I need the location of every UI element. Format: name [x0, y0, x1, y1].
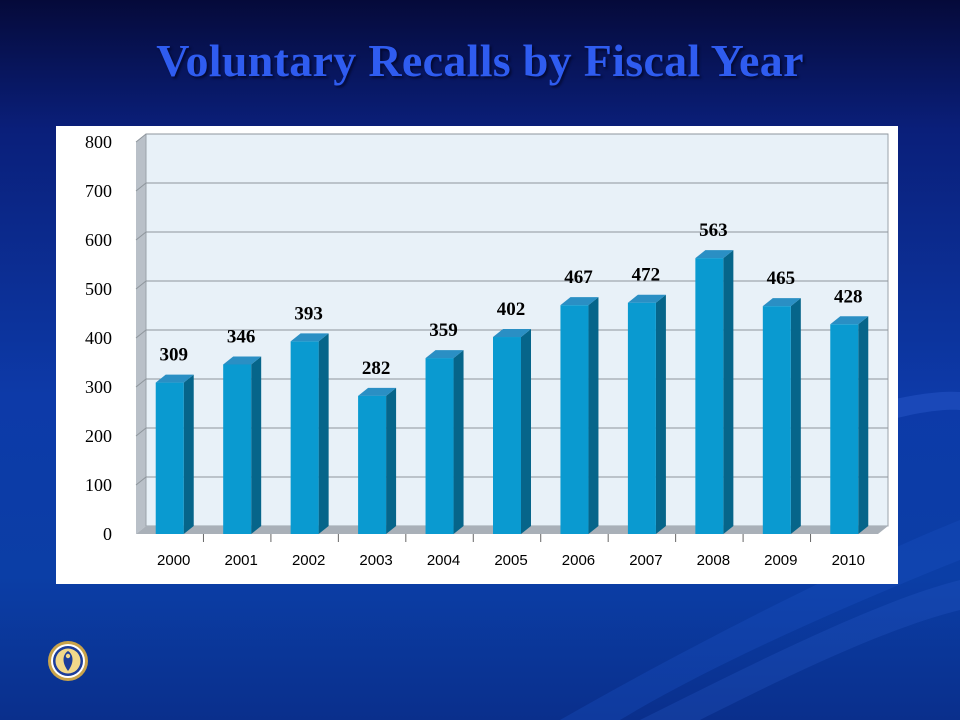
data-label: 472 [632, 265, 661, 286]
data-label: 309 [159, 345, 188, 366]
bar-side [453, 350, 464, 534]
bar-top [695, 250, 734, 259]
bar-front [425, 358, 454, 534]
x-tick-label: 2009 [764, 552, 797, 569]
bar-side [723, 250, 734, 534]
data-label: 346 [227, 326, 256, 347]
bar-side [251, 356, 262, 534]
x-tick-label: 2002 [292, 552, 325, 569]
bar-2007 [627, 294, 666, 534]
y-axis-tick-labels: 0 100 200 300 400 500 600 700 800 [85, 132, 112, 544]
bar-front [560, 305, 589, 534]
gridline-side [135, 378, 147, 388]
data-label: 465 [767, 268, 796, 289]
y-tick-label: 600 [85, 230, 112, 250]
gridline-side [135, 182, 147, 192]
gridline-side [135, 329, 147, 339]
bar-top [493, 329, 531, 338]
bar-front [830, 324, 859, 534]
bar-2005 [493, 329, 531, 534]
bar-top [762, 298, 801, 307]
bar-2009 [762, 298, 801, 534]
y-tick-label: 200 [85, 426, 112, 446]
bar-front [155, 382, 184, 534]
y-tick-label: 800 [85, 132, 112, 152]
chart-panel: 0 100 200 300 400 500 600 700 800 309 346 393 282 35… [56, 126, 898, 584]
x-tick-label: 2001 [224, 552, 257, 569]
x-tick-label: 2005 [494, 552, 527, 569]
bar-top [223, 356, 262, 365]
bar-2003 [358, 387, 397, 534]
data-label: 467 [564, 267, 593, 288]
bar-front [358, 395, 387, 534]
gridline-side [135, 133, 147, 143]
bar-side [183, 374, 194, 534]
bar-side [858, 316, 869, 534]
bar-2010 [830, 316, 869, 534]
bar-2001 [223, 356, 262, 534]
x-tick-label: 2004 [427, 552, 460, 569]
y-tick-label: 0 [103, 524, 112, 544]
bar-front [627, 302, 656, 534]
data-label: 563 [699, 220, 728, 241]
bar-2008 [695, 250, 734, 534]
data-label: 402 [497, 299, 526, 320]
gridline-side [135, 427, 147, 437]
x-tick-label: 2000 [157, 552, 190, 569]
bar-side [655, 294, 666, 534]
data-label: 428 [834, 286, 863, 307]
bar-2004 [425, 350, 464, 534]
bar-top [358, 387, 397, 396]
y-tick-label: 400 [85, 328, 112, 348]
bar-top [290, 333, 329, 342]
bar-chart: 0 100 200 300 400 500 600 700 800 309 346 393 282 35… [85, 132, 889, 569]
bar-top [560, 297, 599, 306]
agency-seal-icon [48, 641, 88, 681]
data-label: 359 [429, 320, 458, 341]
gridline-side [135, 476, 147, 486]
chart-bars [155, 250, 869, 534]
bar-side [588, 297, 599, 534]
bar-2006 [560, 297, 599, 534]
bar-front [493, 337, 521, 534]
bar-front [762, 306, 791, 534]
chart-data-labels: 309 346 393 282 359 402 467 472 563 465 428 [159, 220, 862, 379]
data-label: 393 [294, 303, 323, 324]
bar-side [521, 329, 531, 534]
x-tick-label: 2006 [562, 552, 595, 569]
bar-top [627, 294, 666, 303]
bar-front [290, 341, 319, 534]
x-tick-label: 2007 [629, 552, 662, 569]
x-tick-label: 2008 [697, 552, 730, 569]
bar-side [318, 333, 329, 534]
y-tick-label: 500 [85, 279, 112, 299]
x-tick-label: 2003 [359, 552, 392, 569]
y-tick-label: 300 [85, 377, 112, 397]
page-title: Voluntary Recalls by Fiscal Year [156, 35, 804, 86]
data-label: 282 [362, 358, 391, 379]
bar-2002 [290, 333, 329, 534]
bar-side [790, 298, 801, 534]
bar-side [386, 387, 397, 534]
bar-front [695, 258, 724, 534]
y-tick-label: 700 [85, 181, 112, 201]
bar-top [425, 350, 464, 359]
y-tick-label: 100 [85, 475, 112, 495]
x-tick-label: 2010 [832, 552, 865, 569]
bar-2000 [155, 374, 194, 534]
bar-top [830, 316, 869, 325]
x-axis-tick-labels: 2000 2001 2002 2003 2004 2005 2006 2007 2008 2009… [157, 534, 865, 569]
gridline-side [135, 280, 147, 290]
bar-top [155, 374, 194, 383]
bar-front [223, 364, 252, 534]
gridline-side [135, 231, 147, 241]
